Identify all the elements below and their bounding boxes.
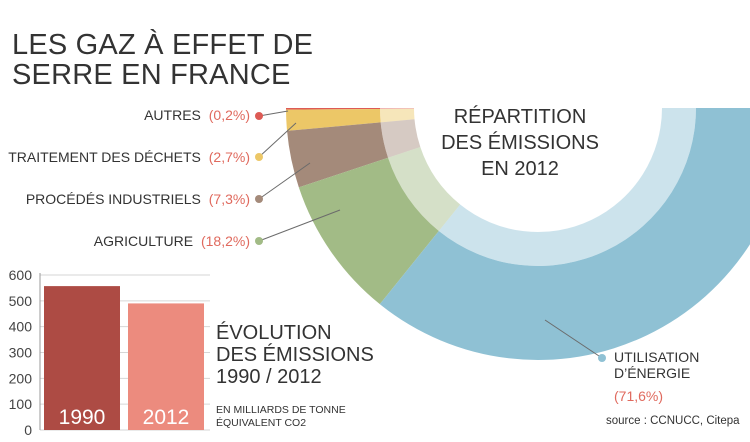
- leader-line-agriculture: [258, 209, 341, 242]
- bar-unit-line-1: EN MILLIARDS DE TONNE: [216, 404, 346, 416]
- dot-dechets: [255, 153, 263, 161]
- leader-line-procedes: [258, 162, 311, 200]
- title-line-2: SERRE EN FRANCE: [12, 59, 291, 91]
- label-energie: UTILISATION D’ÉNERGIE: [614, 349, 699, 381]
- dot-procedes: [255, 195, 263, 203]
- donut-title-line-2: DES ÉMISSIONS: [441, 132, 599, 154]
- leader-line-autres: [258, 110, 289, 117]
- bar-1990: [44, 286, 120, 430]
- bar-chart-title: ÉVOLUTION DES ÉMISSIONS 1990 / 2012: [216, 322, 374, 388]
- label-autres-pct: (0,2%): [208, 107, 250, 123]
- source-note: source : CCNUCC, Citepa: [606, 415, 740, 427]
- y-tick-label: 500: [9, 293, 33, 309]
- slice-inner-energie: [438, 108, 696, 266]
- dot-agriculture: [255, 237, 263, 245]
- label-procedes: PROCÉDÉS INDUSTRIELS (7,3%): [26, 191, 250, 207]
- bar-2012: [128, 303, 204, 430]
- y-tick-label: 0: [24, 422, 32, 438]
- y-tick-label: 100: [9, 396, 33, 412]
- slice-inner-autres: [380, 108, 415, 109]
- leader-line-energie: [544, 319, 603, 359]
- label-procedes-name: PROCÉDÉS INDUSTRIELS: [25, 191, 201, 207]
- y-tick-label: 300: [9, 345, 33, 361]
- dot-autres: [255, 112, 263, 120]
- slice-inner-dechets: [380, 108, 415, 123]
- bar-title-line-1: ÉVOLUTION: [216, 322, 332, 344]
- label-agriculture: AGRICULTURE (18,2%): [94, 233, 250, 249]
- label-energie-line-2: D’ÉNERGIE: [614, 365, 691, 381]
- page-title: LES GAZ À EFFET DE SERRE EN FRANCE: [12, 30, 313, 90]
- y-tick-label: 200: [9, 370, 33, 386]
- donut-title-line-1: RÉPARTITION: [453, 106, 587, 128]
- slice-inner-agriculture: [388, 147, 461, 231]
- dot-energie: [598, 354, 606, 362]
- label-procedes-pct: (7,3%): [208, 191, 250, 207]
- bar-unit-line-2: ÉQUIVALENT CO2: [216, 417, 307, 429]
- label-dechets: TRAITEMENT DES DÉCHETS (2,7%): [8, 149, 250, 165]
- slice-inner-procedes: [380, 119, 421, 158]
- y-tick-label: 600: [9, 267, 33, 283]
- bar-label-2012: 2012: [143, 406, 190, 429]
- label-energie-pct: (71,6%): [614, 388, 664, 404]
- bar-title-line-3: 1990 / 2012: [216, 366, 322, 388]
- slice-autres: [286, 108, 381, 110]
- slice-dechets: [286, 108, 381, 131]
- label-agriculture-name: AGRICULTURE: [93, 233, 194, 249]
- title-line-1: LES GAZ À EFFET DE: [12, 29, 314, 61]
- leader-line-dechets: [258, 122, 297, 158]
- bar-title-line-2: DES ÉMISSIONS: [216, 344, 374, 366]
- donut-title-line-3: EN 2012: [481, 158, 559, 180]
- slice-energie: [379, 108, 750, 360]
- label-dechets-pct: (2,7%): [208, 149, 250, 165]
- label-energie-line-1: UTILISATION: [614, 349, 700, 365]
- bar-label-1990: 1990: [59, 406, 106, 429]
- leader-lines: [255, 110, 606, 362]
- donut-title: RÉPARTITION DES ÉMISSIONS EN 2012: [430, 104, 610, 182]
- label-autres: AUTRES (0,2%): [144, 107, 250, 123]
- bar-chart: 0 100 200 300 400 500 600 1990 2012: [9, 267, 210, 438]
- bar-chart-unit: EN MILLIARDS DE TONNE ÉQUIVALENT CO2: [216, 404, 346, 430]
- label-autres-name: AUTRES: [144, 107, 201, 123]
- donut-chart: [286, 108, 750, 360]
- label-agriculture-pct: (18,2%): [200, 233, 250, 249]
- slice-agriculture: [298, 157, 439, 305]
- label-dechets-name: TRAITEMENT DES DÉCHETS: [8, 149, 201, 165]
- y-tick-label: 400: [9, 319, 33, 335]
- slice-procedes: [287, 122, 389, 188]
